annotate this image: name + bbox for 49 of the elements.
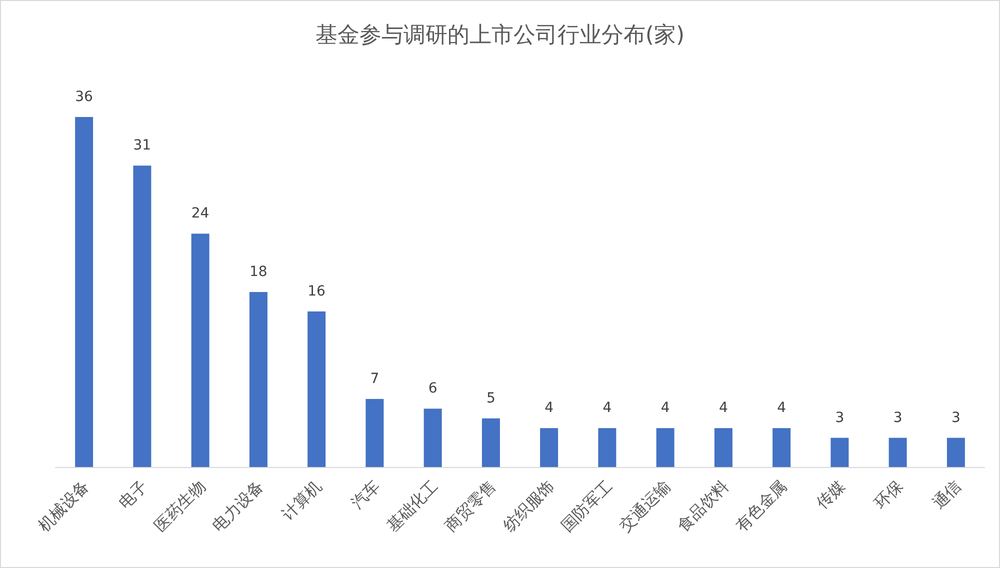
bar: [830, 438, 849, 467]
data-label: 4: [544, 400, 554, 416]
data-label: 4: [602, 400, 612, 416]
x-tick-label: 汽车: [347, 476, 384, 512]
bar: [888, 438, 907, 467]
x-tick-label: 通信: [928, 476, 965, 512]
x-tick-label: 计算机: [278, 476, 326, 524]
x-tick-label: 机械设备: [34, 476, 93, 536]
bar: [133, 166, 152, 467]
x-tick-label: 商贸零售: [441, 476, 500, 536]
bar: [598, 428, 616, 467]
data-label: 18: [250, 264, 268, 280]
data-label: 3: [893, 410, 902, 426]
x-tick-label: 食品饮料: [674, 476, 732, 536]
data-label: 4: [777, 400, 786, 416]
data-label: 5: [486, 390, 496, 406]
x-tick-label: 国防军工: [557, 476, 616, 536]
x-tick-label: 基础化工: [382, 476, 442, 536]
x-tick-label: 有色金属: [732, 476, 790, 536]
bar: [249, 292, 268, 467]
bar: [424, 408, 442, 467]
bar: [75, 117, 94, 467]
data-label: 24: [191, 206, 210, 222]
bar: [946, 438, 965, 467]
x-tick-label: 电力设备: [208, 476, 268, 536]
x-tick-label: 纺织服饰: [499, 476, 558, 536]
data-label: 3: [951, 410, 960, 426]
data-label: 31: [133, 138, 152, 154]
bar: [308, 311, 326, 467]
x-tick-label: 医药生物: [150, 476, 210, 536]
chart-title: 基金参与调研的上市公司行业分布(家): [315, 23, 685, 48]
bar: [191, 234, 210, 467]
x-tick-label: 电子: [114, 476, 152, 512]
data-label: 16: [308, 283, 326, 300]
x-tick-label: 传媒: [812, 476, 849, 512]
bar: [656, 428, 674, 467]
data-label: 4: [660, 400, 670, 416]
bar: [714, 428, 732, 467]
data-label: 4: [718, 400, 728, 416]
bar: [772, 428, 791, 467]
bar: [482, 418, 500, 467]
data-label: 7: [370, 370, 380, 387]
x-tick-label: 交通运输: [615, 476, 674, 536]
bar: [366, 398, 384, 467]
x-tick-label: 环保: [870, 476, 907, 512]
data-label: 6: [428, 380, 438, 397]
data-label: 36: [75, 89, 94, 105]
data-label: 3: [835, 410, 844, 426]
bar: [540, 428, 558, 467]
